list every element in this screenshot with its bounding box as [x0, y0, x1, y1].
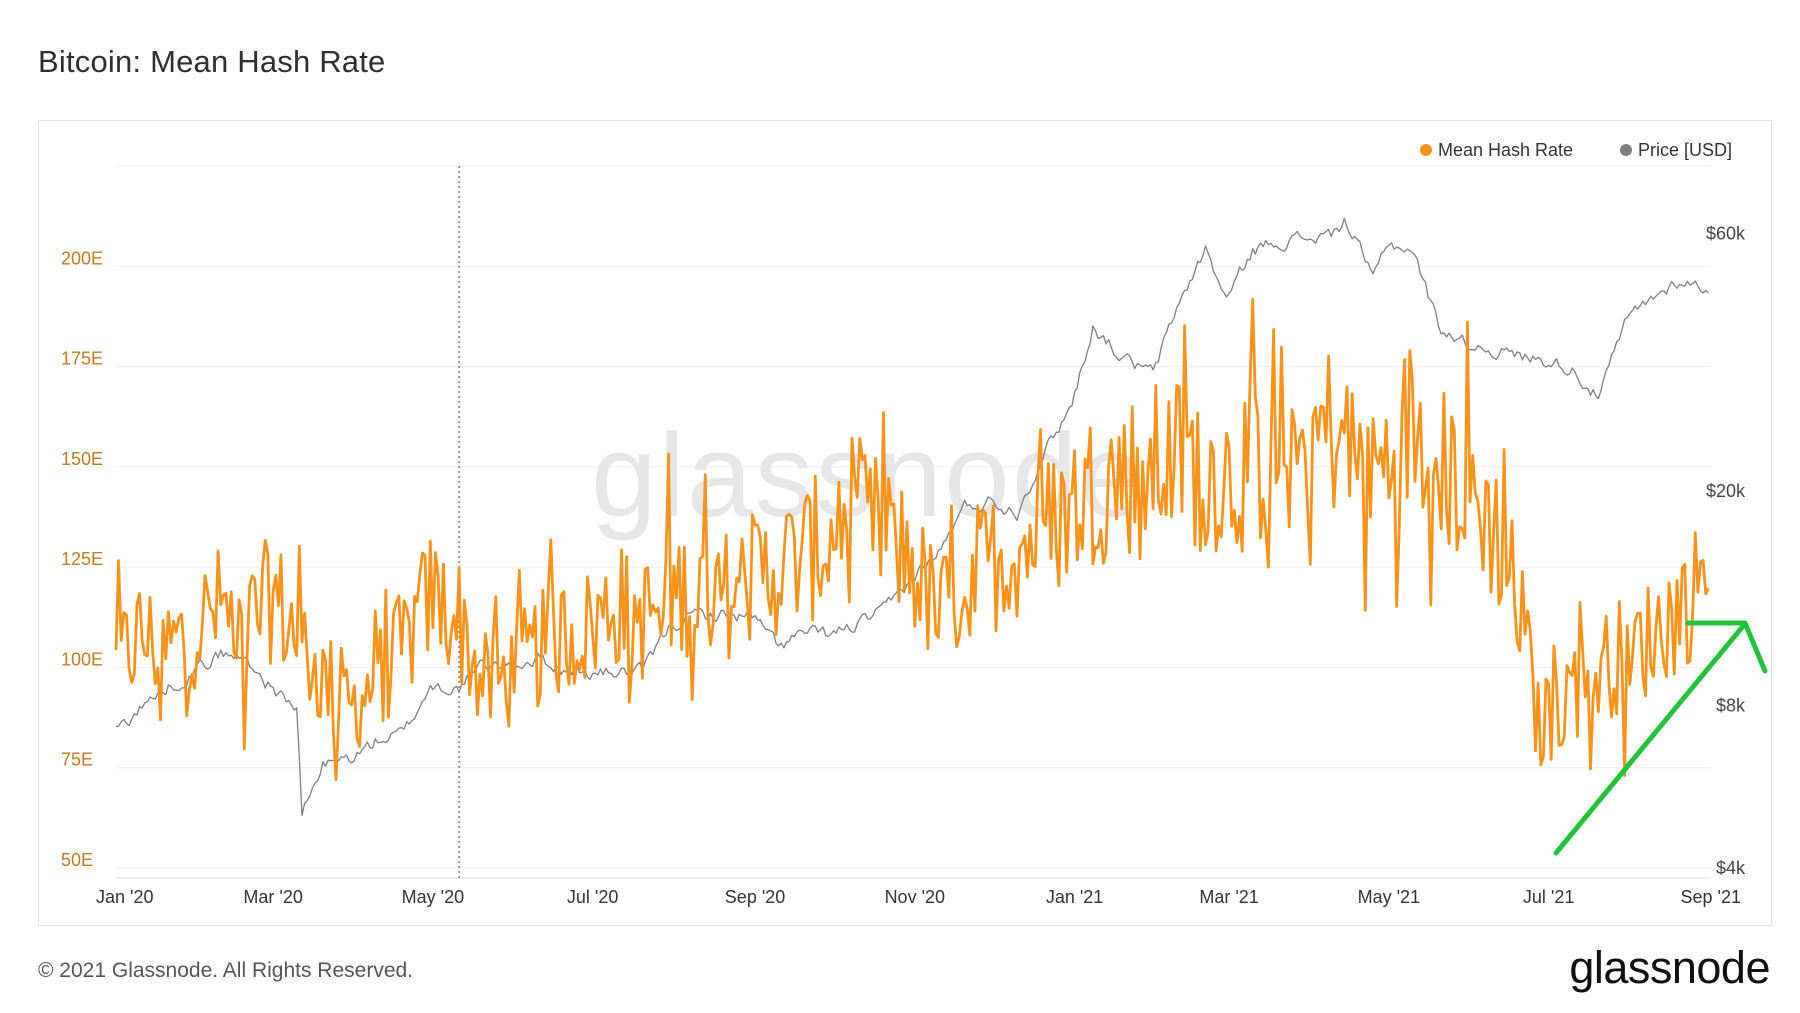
x-tick-label: Mar '21	[1199, 887, 1258, 907]
y-left-tick-label: 50E	[61, 850, 93, 870]
y-right-tick-label: $60k	[1706, 223, 1746, 243]
trend-arrow-shaft	[1553, 622, 1747, 856]
legend-hash-rate-label[interactable]: Mean Hash Rate	[1438, 140, 1573, 160]
x-tick-label: Jul '21	[1523, 887, 1574, 907]
x-tick-label: Sep '21	[1681, 887, 1742, 907]
x-tick-label: Jan '20	[96, 887, 153, 907]
y-left-tick-label: 200E	[61, 248, 103, 268]
y-right-tick-label: $20k	[1706, 481, 1746, 501]
legend-hash-rate-dot	[1420, 144, 1432, 156]
legend[interactable]: Mean Hash Rate Price [USD]	[1420, 140, 1732, 160]
x-tick-label: Jan '21	[1046, 887, 1103, 907]
legend-price-label[interactable]: Price [USD]	[1638, 140, 1732, 160]
chart-panel: glassnode 50E 75E 100E 125E 150E 175E 200E $4k $…	[38, 120, 1772, 926]
y-left-tick-label: 100E	[61, 649, 103, 669]
x-tick-label: Nov '20	[885, 887, 945, 907]
glassnode-logo[interactable]: glassnode	[1569, 942, 1770, 993]
y-left-tick-label: 75E	[61, 750, 93, 770]
trend-arrow-annotation	[1553, 620, 1768, 856]
x-tick-label: May '20	[402, 887, 464, 907]
y-left-tick-label: 175E	[61, 349, 103, 369]
legend-price-dot	[1620, 144, 1632, 156]
trend-arrow-head	[1685, 620, 1768, 674]
y-left-tick-label: 150E	[61, 449, 103, 469]
chart-svg: glassnode 50E75E100E125E150E175E200E$4k$…	[61, 140, 1768, 907]
x-tick-label: Mar '20	[243, 887, 302, 907]
hash-rate-series-line	[114, 297, 1710, 781]
chart-title: Bitcoin: Mean Hash Rate	[38, 44, 386, 79]
x-tick-label: Sep '20	[725, 887, 786, 907]
y-left-tick-label: 125E	[61, 549, 103, 569]
copyright-footer: © 2021 Glassnode. All Rights Reserved.	[38, 959, 414, 982]
y-right-tick-label: $4k	[1716, 858, 1746, 878]
x-tick-label: May '21	[1358, 887, 1420, 907]
axis-ticks: 50E 75E 100E 125E 150E 175E 200E $4k $8k $20k $60k…	[61, 223, 1746, 907]
y-right-tick-label: $8k	[1716, 696, 1746, 716]
x-tick-label: Jul '20	[567, 887, 618, 907]
